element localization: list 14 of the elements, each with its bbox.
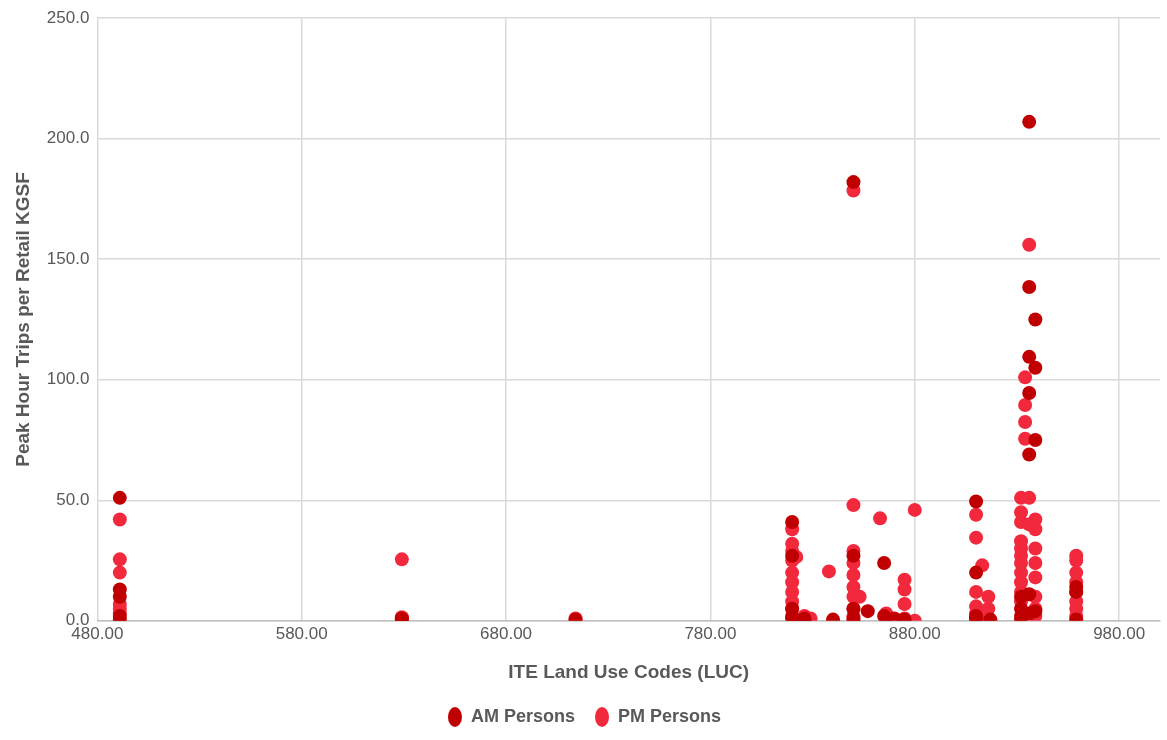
y-tick-label: 200.0	[46, 128, 90, 148]
legend-label: AM Persons	[470, 705, 575, 726]
x-tick-label: 880.00	[888, 623, 941, 643]
y-axis-title: Peak Hour Trips per Retail KGSF	[11, 172, 33, 467]
y-tick-label: 250.0	[46, 7, 90, 27]
x-tick-label: 580.00	[275, 623, 328, 643]
x-tick-label: 780.00	[684, 623, 737, 643]
y-tick-label: 100.0	[46, 369, 90, 389]
y-tick-label: 150.0	[46, 248, 90, 268]
x-tick-label: 980.00	[1093, 623, 1146, 643]
x-axis-title: ITE Land Use Codes (LUC)	[508, 660, 750, 682]
y-tick-label: 50.0	[56, 489, 90, 509]
legend-label: PM Persons	[618, 705, 722, 726]
x-tick-label: 680.00	[480, 623, 533, 643]
